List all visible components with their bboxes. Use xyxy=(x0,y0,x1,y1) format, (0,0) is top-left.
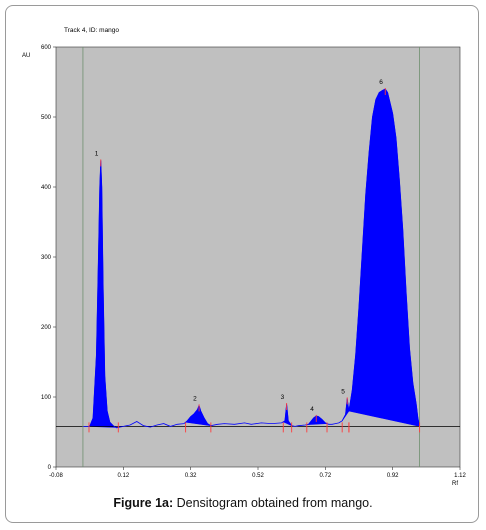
densitogram-chart: 1 2 3 4 5 6 -0.08 0.12 0.32 0.52 0.72 0.92 1.12 0 10… xyxy=(22,27,466,487)
figure-caption: Figure 1a: Densitogram obtained from man… xyxy=(0,496,486,510)
x-tick-label: 0.52 xyxy=(252,473,264,479)
x-axis-label: Rf xyxy=(452,481,458,487)
y-tick-label: 200 xyxy=(41,325,52,331)
peak-label-1: 1 xyxy=(95,150,99,157)
x-tick-label: 1.12 xyxy=(454,473,466,479)
peak-label-5: 5 xyxy=(341,388,345,395)
y-tick-label: 300 xyxy=(41,255,52,261)
x-tick-label: -0.08 xyxy=(49,473,63,479)
x-tick-label: 0.92 xyxy=(387,473,399,479)
caption-label: Figure 1a: xyxy=(113,496,174,510)
y-axis: 0 100 200 300 400 500 600 xyxy=(41,45,56,471)
x-tick-label: 0.32 xyxy=(185,473,197,479)
x-tick-label: 0.72 xyxy=(319,473,331,479)
peak-label-2: 2 xyxy=(193,395,197,402)
peak-label-6: 6 xyxy=(379,79,383,86)
y-tick-label: 0 xyxy=(48,465,52,471)
chart-title: Track 4, ID: mango xyxy=(64,27,119,34)
y-axis-label: AU xyxy=(22,53,30,59)
y-tick-label: 600 xyxy=(41,45,52,51)
y-tick-label: 500 xyxy=(41,115,52,121)
y-tick-label: 100 xyxy=(41,395,52,401)
peak-label-4: 4 xyxy=(310,406,314,413)
x-tick-label: 0.12 xyxy=(117,473,129,479)
peak-labels: 1 2 3 4 5 6 xyxy=(95,79,386,422)
peak-label-3: 3 xyxy=(281,394,285,401)
x-axis: -0.08 0.12 0.32 0.52 0.72 0.92 1.12 xyxy=(49,467,466,479)
caption-text: Densitogram obtained from mango. xyxy=(173,496,373,510)
y-tick-label: 400 xyxy=(41,185,52,191)
peak-region-markers xyxy=(88,422,421,433)
densitogram-line xyxy=(82,88,420,429)
